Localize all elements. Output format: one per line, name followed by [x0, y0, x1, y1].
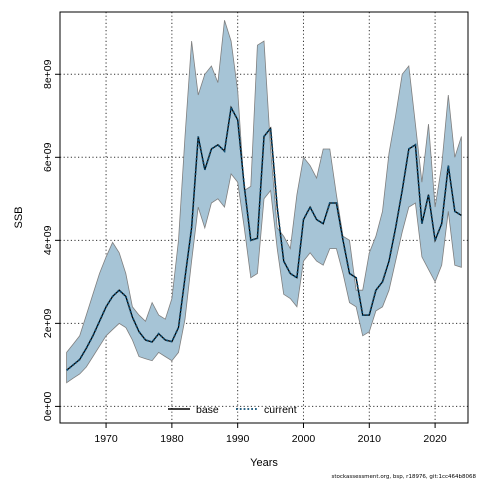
- x-tick-label: 2010: [358, 433, 382, 445]
- x-axis: 1970 1980 1990 2000 2010 2020: [94, 423, 447, 445]
- x-tick-label: 1970: [94, 433, 118, 445]
- y-tick-label: 8e+09: [42, 59, 54, 89]
- series-lines: [66, 104, 462, 371]
- x-tick-label: 2000: [292, 433, 316, 445]
- footer-credit: stockassessment.org, bsp, r18976, git:1c…: [331, 474, 476, 480]
- y-axis: 0e+00 2e+09 4e+09 6e+09 8e+09: [42, 59, 60, 421]
- legend-label-base: base: [196, 404, 219, 416]
- plot-frame: [59, 11, 469, 424]
- y-tick-label: 4e+09: [42, 225, 54, 255]
- legend: base current: [168, 404, 297, 416]
- x-tick-label: 2020: [423, 433, 447, 445]
- x-tick-label: 1990: [226, 433, 250, 445]
- x-axis-title: Years: [250, 457, 278, 469]
- x-tick-label: 1980: [160, 433, 184, 445]
- y-tick-label: 2e+09: [42, 308, 54, 338]
- y-tick-label: 0e+00: [42, 391, 54, 421]
- confidence-band: [66, 20, 462, 384]
- series-line-current: [66, 104, 462, 371]
- legend-label-current: current: [264, 404, 297, 416]
- confidence-band-area: [66, 20, 462, 384]
- y-tick-label: 6e+09: [42, 142, 54, 172]
- y-axis-title: SSB: [13, 206, 25, 228]
